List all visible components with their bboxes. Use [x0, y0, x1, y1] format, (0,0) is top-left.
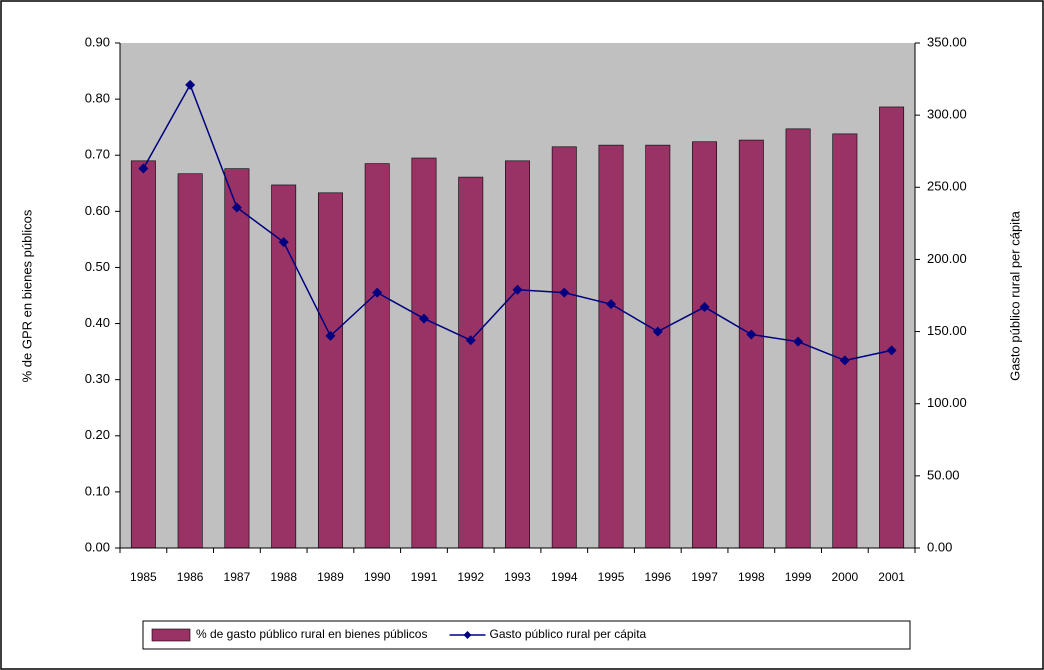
y-tick-label: 0.10 [85, 483, 110, 498]
y-axis-label: % de GPR en bienes públicos [19, 209, 34, 382]
line-marker [606, 299, 617, 310]
x-tick-label: 1989 [317, 570, 344, 584]
y-tick-label: 0.20 [85, 427, 110, 442]
line-marker [886, 345, 897, 356]
bar [458, 176, 484, 549]
line-marker [793, 336, 804, 347]
bar [738, 139, 764, 549]
x-tick-label: 1992 [457, 570, 484, 584]
line-marker [231, 202, 242, 213]
y2-tick-label: 100.00 [927, 395, 967, 410]
bar [832, 133, 858, 549]
y-tick-label: 0.80 [85, 91, 110, 106]
bar [177, 173, 203, 549]
x-tick-label: 1999 [785, 570, 812, 584]
y-tick-label: 0.50 [85, 259, 110, 274]
bar [505, 160, 530, 549]
bar [317, 192, 343, 549]
x-tick-label: 1986 [177, 570, 204, 584]
x-tick-label: 1994 [551, 570, 578, 584]
bar [645, 144, 671, 549]
x-tick-label: 1990 [364, 570, 391, 584]
line-marker [559, 287, 570, 298]
bar [411, 157, 437, 549]
line-marker [372, 287, 383, 298]
bar [364, 163, 390, 549]
bar [130, 160, 156, 549]
y2-axis-label: Gasto público rural per cápita [1007, 210, 1022, 381]
y2-tick-label: 0.00 [927, 539, 952, 554]
legend-label: % de gasto público rural en bienes públi… [196, 627, 427, 641]
y2-tick-label: 250.00 [927, 179, 967, 194]
line-marker [278, 237, 289, 248]
y-tick-label: 0.00 [85, 539, 110, 554]
line-marker [185, 79, 196, 90]
line-marker [138, 163, 149, 174]
x-tick-label: 1993 [504, 570, 531, 584]
bar [598, 144, 624, 549]
x-tick-label: 1998 [738, 570, 765, 584]
bar [224, 168, 250, 549]
legend-swatch [151, 628, 191, 642]
y2-tick-label: 150.00 [927, 323, 967, 338]
y-tick-label: 0.40 [85, 315, 110, 330]
legend-box [142, 620, 911, 650]
line-marker [465, 335, 476, 346]
bar [692, 141, 718, 549]
x-tick-label: 1995 [598, 570, 625, 584]
legend-marker [463, 631, 472, 639]
x-tick-label: 1997 [691, 570, 718, 584]
y-tick-label: 0.70 [85, 147, 110, 162]
y2-tick-label: 300.00 [927, 107, 967, 122]
line-marker [652, 326, 663, 337]
x-tick-label: 2001 [878, 570, 905, 584]
y-tick-label: 0.30 [85, 371, 110, 386]
x-tick-label: 1996 [644, 570, 671, 584]
line-marker [418, 313, 429, 324]
y2-tick-label: 50.00 [927, 467, 960, 482]
x-tick-label: 1988 [270, 570, 297, 584]
line-marker [746, 329, 757, 340]
bar [879, 106, 905, 549]
x-tick-label: 1985 [130, 570, 157, 584]
x-tick-label: 2000 [832, 570, 859, 584]
bar [551, 146, 577, 549]
y-tick-label: 0.90 [85, 34, 110, 49]
y2-tick-label: 200.00 [927, 251, 967, 266]
x-tick-label: 1991 [411, 570, 438, 584]
line-marker [839, 355, 850, 366]
line-marker [512, 284, 523, 295]
legend-label: Gasto público rural per cápita [489, 627, 646, 641]
y2-tick-label: 350.00 [927, 34, 967, 49]
line-marker [325, 330, 336, 341]
line-marker [699, 302, 710, 313]
y-tick-label: 0.60 [85, 203, 110, 218]
x-tick-label: 1987 [224, 570, 251, 584]
